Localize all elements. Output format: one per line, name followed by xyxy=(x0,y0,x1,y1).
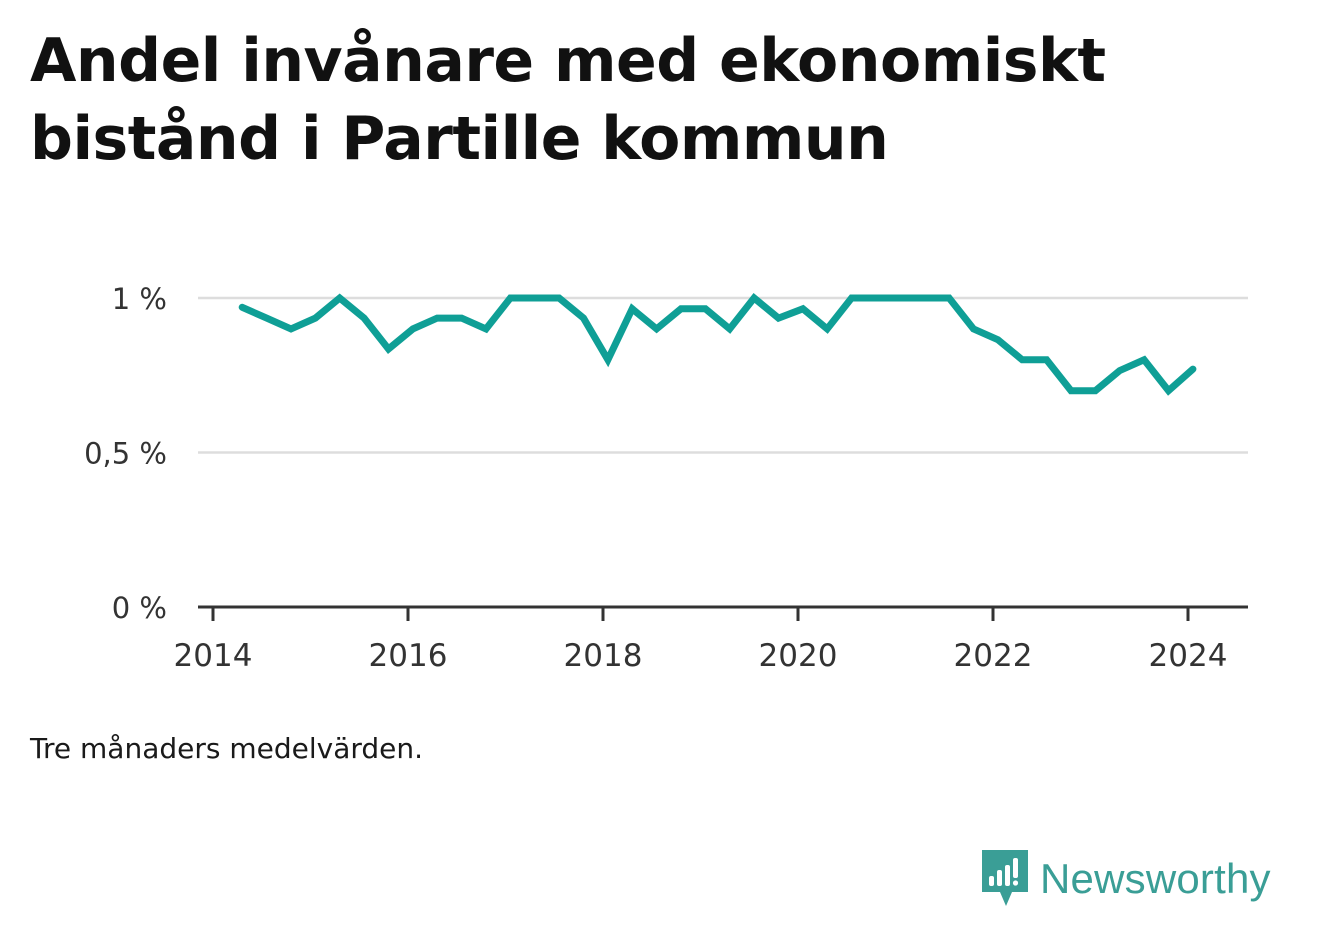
chart-title: Andel invånare med ekonomiskt bistånd i … xyxy=(30,26,1106,174)
data-point xyxy=(678,306,684,312)
gridlines xyxy=(198,296,1248,454)
data-point xyxy=(1190,366,1196,372)
x-tick-label: 2020 xyxy=(759,638,838,674)
bar-chart-speech-bubble-icon xyxy=(982,850,1028,906)
data-point xyxy=(434,315,440,321)
data-point xyxy=(483,326,489,332)
brand-logo[interactable]: Newsworthy xyxy=(980,848,1271,910)
series xyxy=(238,293,1197,396)
data-point xyxy=(995,337,1001,343)
data-point xyxy=(1044,357,1050,363)
x-tick-label: 2016 xyxy=(369,638,448,674)
data-point xyxy=(897,295,903,301)
data-point xyxy=(873,295,879,301)
data-point xyxy=(1068,388,1074,394)
data-point xyxy=(1019,357,1025,363)
data-point xyxy=(361,315,367,321)
data-point xyxy=(556,295,562,301)
data-point xyxy=(800,306,806,312)
x-tick-label: 2022 xyxy=(954,638,1033,674)
data-point xyxy=(1092,388,1098,394)
y-tick-label: 1 % xyxy=(112,282,167,316)
data-point xyxy=(605,357,611,363)
y-tick-label: 0 % xyxy=(112,591,167,625)
series-line xyxy=(238,293,1197,396)
data-point xyxy=(239,304,245,310)
axes: 0 % 0,5 % 1 % 2014 2016 2018 2020 2022 2024 xyxy=(84,282,1248,674)
data-point xyxy=(629,306,635,312)
data-point xyxy=(1117,368,1123,374)
x-tick-label: 2024 xyxy=(1149,638,1228,674)
data-point xyxy=(1141,357,1147,363)
data-point xyxy=(507,295,513,301)
y-tick-label: 0,5 % xyxy=(84,437,167,471)
data-point xyxy=(727,326,733,332)
data-point xyxy=(849,295,855,301)
data-point xyxy=(702,306,708,312)
data-point xyxy=(410,326,416,332)
chart-note: Tre månaders medelvärden. xyxy=(30,732,424,765)
data-point xyxy=(581,315,587,321)
brand-name: Newsworthy xyxy=(1040,855,1271,902)
data-point xyxy=(386,346,392,352)
data-point xyxy=(654,326,660,332)
data-point xyxy=(776,315,782,321)
x-tick-label: 2014 xyxy=(174,638,253,674)
data-point xyxy=(1166,388,1172,394)
data-point xyxy=(459,315,465,321)
data-point xyxy=(337,295,343,301)
data-point xyxy=(264,315,270,321)
data-point xyxy=(946,295,952,301)
data-point xyxy=(971,326,977,332)
x-tick-label: 2018 xyxy=(564,638,643,674)
data-point xyxy=(312,315,318,321)
data-point xyxy=(824,326,830,332)
data-point xyxy=(532,295,538,301)
data-point xyxy=(288,326,294,332)
data-point xyxy=(922,295,928,301)
data-point xyxy=(751,295,757,301)
